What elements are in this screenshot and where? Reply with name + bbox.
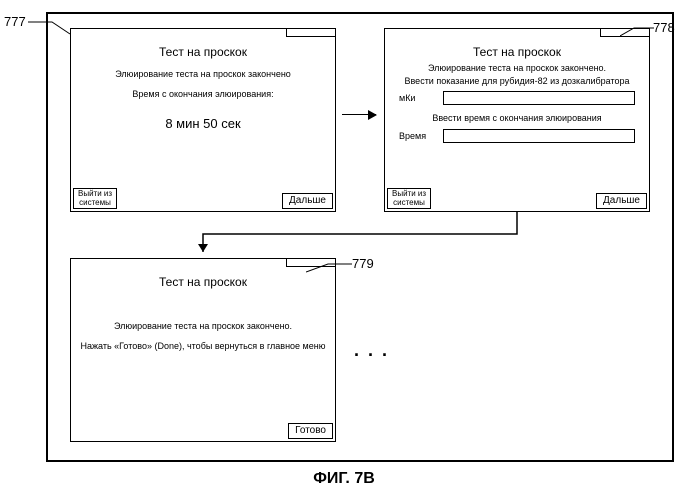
panel-777-line1: Элюирование теста на проскок закончено — [79, 69, 327, 81]
panel-778-content: Тест на проскок Элюирование теста на про… — [385, 29, 649, 187]
time-input[interactable] — [443, 129, 635, 143]
panel-777-footer: Выйти из системы Дальше — [71, 187, 335, 211]
panel-779-content: Тест на проскок Элюирование теста на про… — [71, 259, 335, 417]
panel-777: Тест на проскок Элюирование теста на про… — [70, 28, 336, 212]
panel-778-line2: Ввести показание для рубидия-82 из дозка… — [393, 76, 641, 88]
arrow-778-779 — [188, 212, 528, 262]
panel-779-title: Тест на проскок — [79, 275, 327, 289]
continuation-dots: . . . — [354, 340, 389, 361]
next-button[interactable]: Дальше — [596, 193, 647, 210]
leader-778 — [620, 26, 654, 40]
logout-button[interactable]: Выйти из системы — [73, 188, 117, 209]
panel-778-footer: Выйти из системы Дальше — [385, 187, 649, 211]
logout-line2: системы — [393, 198, 425, 207]
logout-line2: системы — [79, 198, 111, 207]
time-row: Время — [393, 129, 641, 143]
mci-row: мКи — [393, 91, 641, 105]
ref-779: 779 — [352, 256, 374, 271]
panel-777-line2: Время с окончания элюирования: — [79, 89, 327, 101]
panel-778-line1: Элюирование теста на проскок закончено. — [393, 63, 641, 75]
panel-777-title: Тест на проскок — [79, 45, 327, 59]
time-label: Время — [399, 131, 437, 141]
panel-777-content: Тест на проскок Элюирование теста на про… — [71, 29, 335, 187]
panel-779: Тест на проскок Элюирование теста на про… — [70, 258, 336, 442]
next-button[interactable]: Дальше — [282, 193, 333, 210]
panel-777-timer: 8 мин 50 сек — [79, 116, 327, 131]
leader-779 — [306, 262, 352, 276]
mci-label: мКи — [399, 93, 437, 103]
logout-button[interactable]: Выйти из системы — [387, 188, 431, 209]
outer-frame: Тест на проскок Элюирование теста на про… — [46, 12, 674, 462]
figure-caption: ФИГ. 7B — [0, 470, 688, 488]
panel-779-line1: Элюирование теста на проскок закончено. — [79, 321, 327, 333]
panel-779-line2: Нажать «Готово» (Done), чтобы вернуться … — [79, 341, 327, 353]
ref-778: 778 — [653, 20, 675, 35]
done-button[interactable]: Готово — [288, 423, 333, 440]
panel-778-title: Тест на проскок — [393, 45, 641, 59]
panel-779-footer: Готово — [71, 417, 335, 441]
ref-777: 777 — [4, 14, 26, 29]
panel-778-line3: Ввести время с окончания элюирования — [393, 113, 641, 125]
mci-input[interactable] — [443, 91, 635, 105]
panel-778: Тест на проскок Элюирование теста на про… — [384, 28, 650, 212]
arrow-777-778 — [342, 114, 376, 115]
